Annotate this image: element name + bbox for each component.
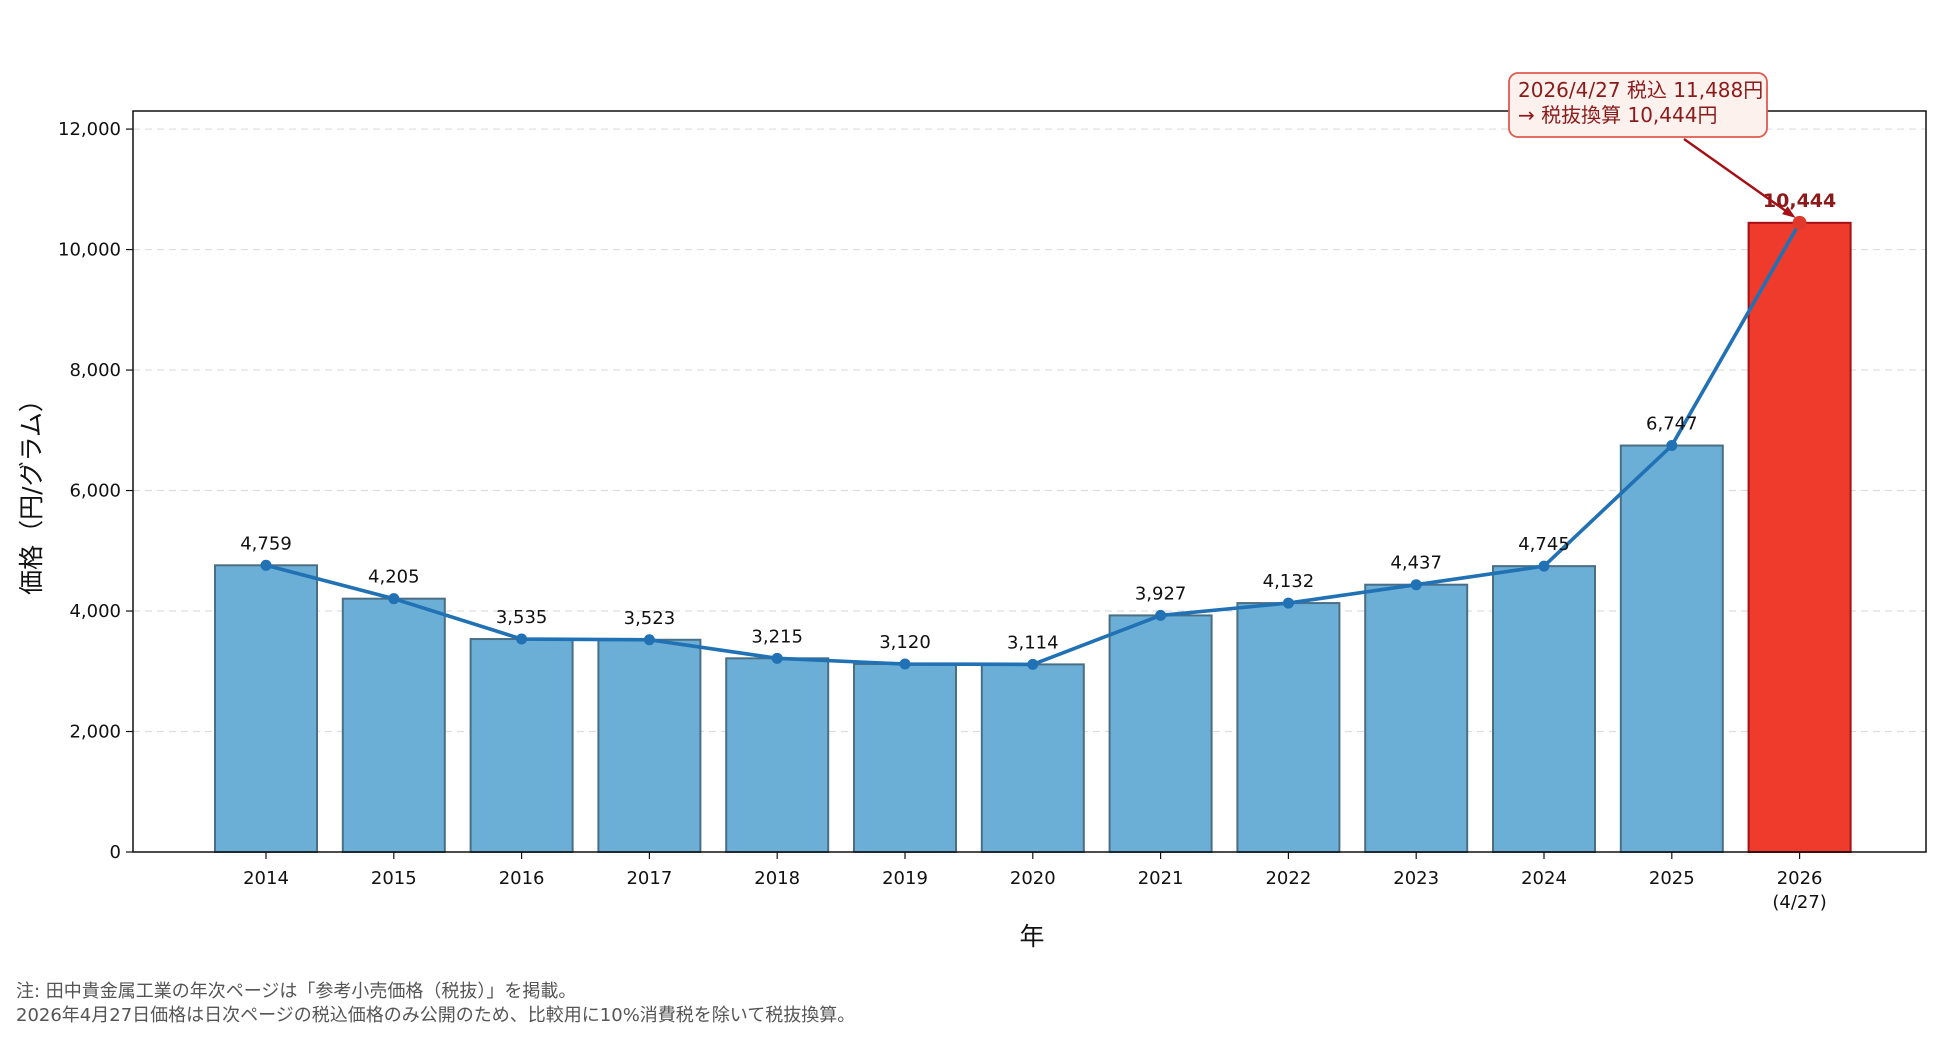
x-tick-label: 2025	[1649, 868, 1695, 889]
chart-notes: 注: 田中貴金属工業の年次ページは「参考小売価格（税抜）」を掲載。 2026年4…	[16, 980, 1916, 1028]
line-point	[899, 658, 911, 670]
line-point-highlight	[1792, 215, 1807, 230]
x-tick-label: 2023	[1393, 868, 1439, 889]
line-point	[1410, 579, 1422, 591]
line-point	[1155, 609, 1167, 621]
data-label: 3,523	[624, 608, 676, 629]
data-label: 4,205	[368, 567, 420, 588]
data-label: 3,215	[751, 626, 803, 647]
bar	[853, 663, 957, 853]
x-tick-label: 2022	[1265, 868, 1311, 889]
y-tick-label: 0	[110, 842, 121, 863]
data-label: 3,927	[1135, 583, 1187, 604]
y-tick-label: 2,000	[69, 722, 121, 743]
bar	[1619, 444, 1724, 853]
bar	[1236, 602, 1341, 854]
line-point	[1538, 560, 1550, 572]
data-label: 4,745	[1518, 534, 1570, 555]
x-tick-label: 2019	[882, 868, 928, 889]
bar	[1364, 583, 1469, 853]
plot-frame	[132, 110, 1927, 853]
x-tick-label: 2024	[1521, 868, 1567, 889]
line-layer	[260, 215, 1807, 670]
bar	[469, 638, 574, 853]
bar	[341, 597, 446, 853]
annotation-arrow	[1683, 138, 1787, 212]
line-point	[643, 634, 655, 646]
x-tick-label: 2018	[754, 868, 800, 889]
data-label: 3,114	[1007, 632, 1059, 653]
line-point	[771, 652, 783, 664]
data-label: 4,759	[240, 533, 292, 554]
data-label: 3,535	[496, 607, 548, 628]
note-line-2: 2026年4月27日価格は日次ページの税込価格のみ公開のため、比較用に10%消費…	[16, 1005, 856, 1026]
x-tick-label: 2016	[499, 868, 545, 889]
bar-highlight	[1747, 221, 1852, 853]
bar	[1108, 614, 1213, 853]
line-point	[388, 593, 400, 605]
x-tick-label: 2026 (4/27)	[1772, 868, 1826, 913]
bar	[980, 663, 1085, 854]
x-tick-label: 2017	[626, 868, 672, 889]
x-tick-label: 2021	[1138, 868, 1184, 889]
annotation-arrowhead	[1782, 206, 1796, 218]
annotation-text: → 税抜換算 10,444円	[1518, 103, 1717, 127]
axis-layer: 0 2,000 4,000 6,000 8,000 10,000 12,000 2014 201…	[58, 110, 1927, 913]
data-label: 4,437	[1390, 553, 1442, 574]
note-line-1: 注: 田中貴金属工業の年次ページは「参考小売価格（税抜）」を掲載。	[16, 981, 577, 1002]
bar	[214, 564, 318, 853]
x-tick-label: 2020	[1010, 868, 1056, 889]
data-label: 4,132	[1263, 571, 1315, 592]
chart: 4,759 4,205 3,535 3,523 3,215 3,120 3,114 3,927…	[17, 72, 1927, 951]
line-point	[1282, 597, 1294, 609]
annotation-text: 2026/4/27 税込 11,488円	[1518, 78, 1763, 102]
data-label: 3,120	[879, 632, 931, 653]
line-point	[260, 559, 272, 571]
annotation-layer: 2026/4/27 税込 11,488円→ 税抜換算 10,444円	[1508, 72, 1796, 218]
y-tick-label: 4,000	[69, 601, 121, 622]
line-point	[1027, 658, 1039, 670]
y-tick-label: 6,000	[69, 481, 121, 502]
bar	[1492, 565, 1596, 854]
x-tick-label: 2014	[243, 868, 289, 889]
x-axis-title: 年	[1019, 922, 1044, 951]
y-tick-label: 10,000	[58, 240, 121, 261]
chart-svg: 4,759 4,205 3,535 3,523 3,215 3,120 3,114 3,927…	[17, 72, 1927, 951]
bar-layer	[214, 221, 1852, 854]
bar	[597, 638, 702, 854]
annotation-box	[1508, 72, 1768, 138]
y-tick-label: 8,000	[69, 360, 121, 381]
label-layer: 4,759 4,205 3,535 3,523 3,215 3,120 3,114 3,927…	[240, 190, 1836, 654]
data-label: 10,444	[1763, 190, 1836, 212]
data-label: 6,747	[1646, 414, 1698, 435]
y-axis-title: 価格（円/グラム）	[17, 387, 46, 595]
bar	[725, 657, 830, 853]
line-point	[1666, 440, 1678, 452]
y-tick-label: 12,000	[58, 119, 121, 140]
x-tick-label: 2015	[371, 868, 417, 889]
line-point	[516, 633, 528, 645]
